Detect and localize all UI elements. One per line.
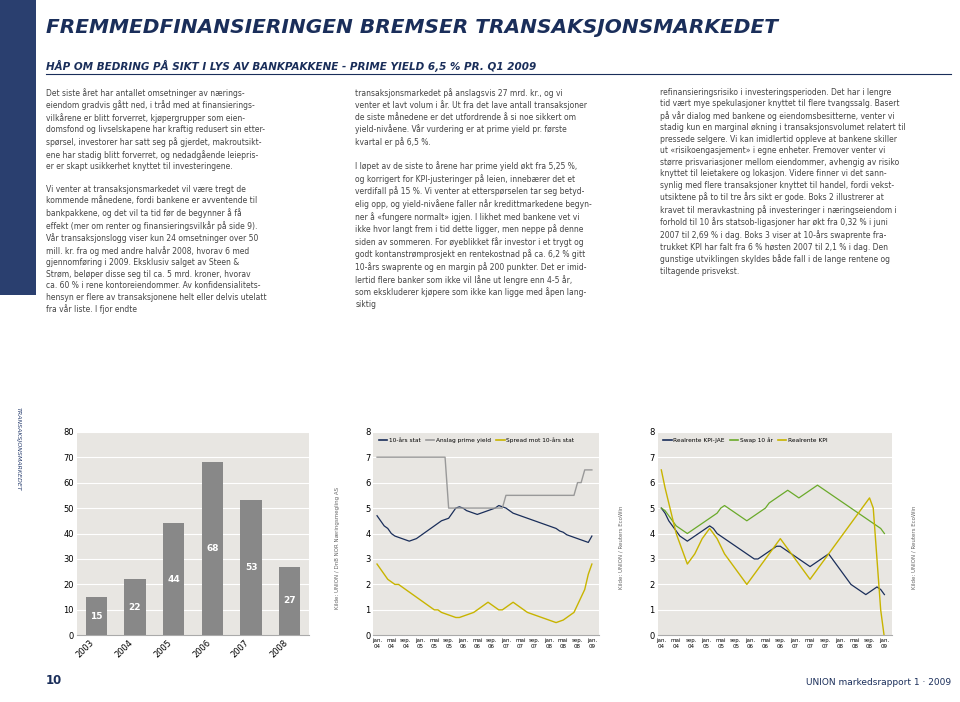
Bar (85, 597, 107, 635)
Legend: Realrente KPI-JAE, Swap 10 år, Realrente KPI: Realrente KPI-JAE, Swap 10 år, Realrente… (660, 435, 830, 445)
Text: TRANSAKSJONSMARKEDET: TRANSAKSJONSMARKEDET (15, 407, 21, 491)
Text: FREMMEDFINANSIERINGEN BREMSER TRANSAKSJONSMARKEDET: FREMMEDFINANSIERINGEN BREMSER TRANSAKSJO… (46, 18, 778, 37)
Text: 44: 44 (167, 575, 180, 584)
Text: 10: 10 (46, 673, 62, 687)
Text: HÅP OM BEDRING PÅ SIKT I LYS AV BANKPAKKENE - PRIME YIELD 6,5 % PR. Q1 2009: HÅP OM BEDRING PÅ SIKT I LYS AV BANKPAKK… (46, 60, 536, 72)
Text: 27: 27 (283, 597, 296, 605)
Bar (163, 524, 184, 635)
Bar (124, 579, 146, 635)
Text: Kilde: UNION / DnB NOR Næringsmegling AS: Kilde: UNION / DnB NOR Næringsmegling AS (335, 486, 341, 609)
Bar (279, 567, 300, 635)
FancyBboxPatch shape (0, 0, 36, 295)
Text: transaksjonsmarkedet på anslagsvis 27 mrd. kr., og vi
venter et lavt volum i år.: transaksjonsmarkedet på anslagsvis 27 mr… (355, 88, 592, 309)
Text: Det siste året har antallet omsetninger av nærings-
eiendom gradvis gått ned, i : Det siste året har antallet omsetninger … (46, 88, 266, 314)
Text: refinansieringsrisiko i investeringsperioden. Det har i lengre
tid vært mye spek: refinansieringsrisiko i investeringsperi… (660, 88, 905, 276)
Legend: 10-års stat, Anslag prime yield, Spread mot 10-års stat: 10-års stat, Anslag prime yield, Spread … (376, 435, 577, 445)
Text: Kilde: UNION / Reuters EcoWin: Kilde: UNION / Reuters EcoWin (618, 506, 624, 589)
Bar (202, 462, 223, 635)
Text: UNION markedsrapport 1 · 2009: UNION markedsrapport 1 · 2009 (805, 677, 950, 687)
Text: 2   Anslag prime yield, 10-års stat og spread tom. febr. 09: 2 Anslag prime yield, 10-års stat og spr… (358, 420, 633, 430)
Text: Kilde: UNION / Reuters EcoWin: Kilde: UNION / Reuters EcoWin (911, 506, 917, 589)
Text: 53: 53 (245, 564, 257, 572)
Text: 68: 68 (206, 544, 219, 553)
Text: 15: 15 (90, 611, 103, 621)
Text: 3   10-års swaprente, realrente KPI og realrente KPI-JAE tom. jan. 09: 3 10-års swaprente, realrente KPI og rea… (642, 420, 960, 430)
Bar (240, 501, 262, 635)
Text: 22: 22 (129, 603, 141, 612)
Text: 1   Transaksjonsvolum i mrd. kr. pr. år: 1 Transaksjonsvolum i mrd. kr. pr. år (59, 420, 237, 430)
